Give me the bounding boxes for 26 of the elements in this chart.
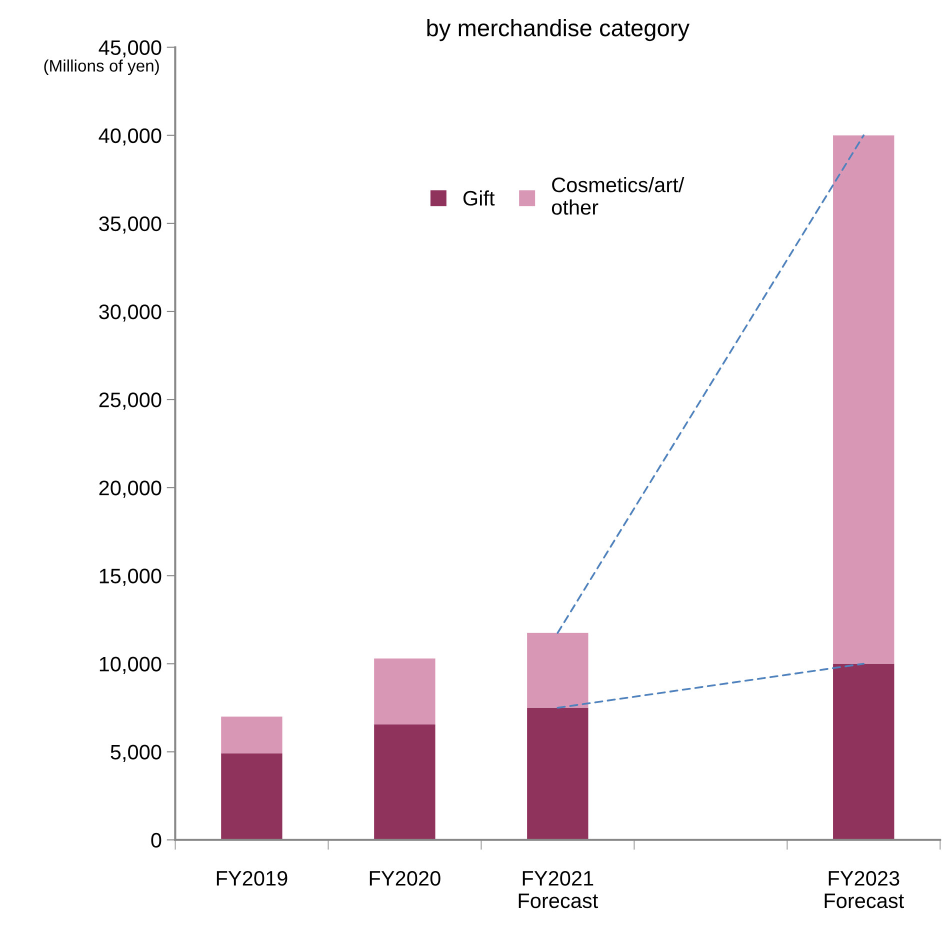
bar (221, 716, 282, 754)
y-tick-label: 25,000 (99, 392, 162, 410)
bar (833, 664, 894, 840)
y-tick-label: 30,000 (99, 304, 162, 322)
y-tick-label: 40,000 (98, 128, 162, 146)
legend-label: Cosmetics/art/ other (552, 176, 684, 215)
bar (833, 135, 894, 664)
y-tick-label: 45,000 (98, 40, 162, 58)
x-tick-label: FY2023 Forecast (824, 870, 904, 908)
y-tick-label: 15,000 (100, 568, 162, 586)
legend-label: Gift (463, 190, 495, 206)
chart-title: by merchandise category (427, 19, 690, 42)
bar (527, 632, 588, 708)
y-axis-title: (Millions of yen) (44, 59, 159, 76)
y-tick-label: 35,000 (99, 216, 162, 234)
y-tick-label: 20,000 (99, 480, 162, 498)
bar (221, 754, 282, 840)
x-tick-label: FY2019 (216, 870, 288, 886)
x-tick-label: FY2020 (370, 870, 440, 886)
y-tick-label: 0 (151, 832, 162, 848)
x-tick-label: FY2021 Forecast (518, 870, 598, 908)
bar (527, 708, 588, 840)
y-tick-label: 10,000 (100, 656, 162, 674)
bar (374, 724, 436, 840)
bar (374, 658, 436, 724)
y-tick-label: 5,000 (110, 744, 162, 762)
